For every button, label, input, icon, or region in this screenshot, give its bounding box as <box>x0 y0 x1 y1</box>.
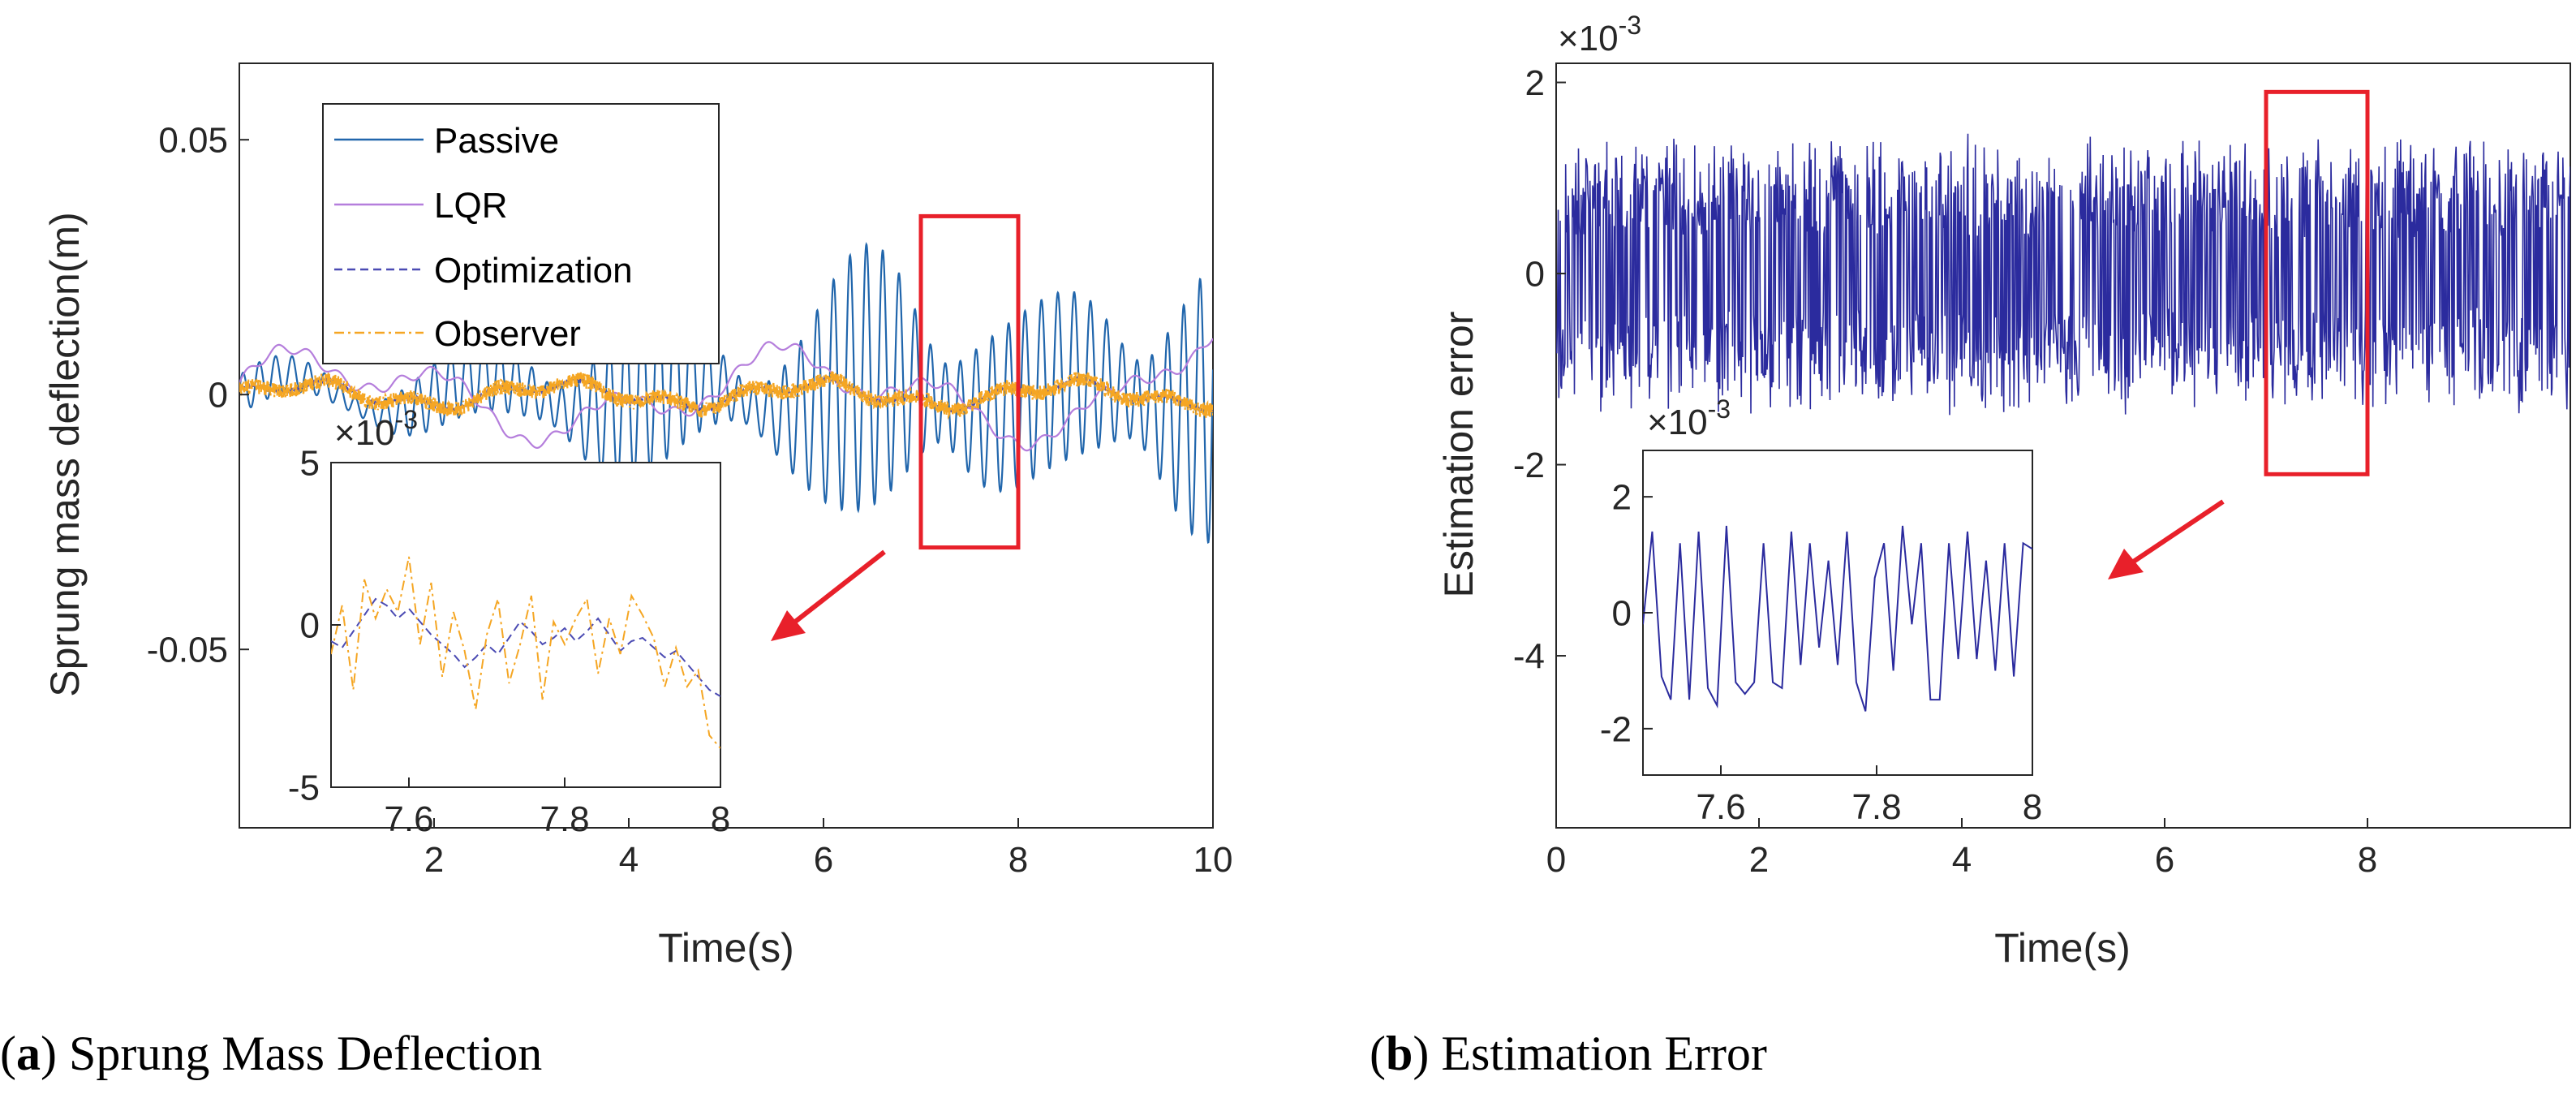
series-estimation-error-line <box>1556 133 2570 416</box>
panel-a-inset-ticks: 7.6 7.8 8 5 0 -5 <box>288 443 730 839</box>
panel-b-inset-ytick-label: 2 <box>1612 478 1632 518</box>
panel-b-xtick-label: 0 <box>1546 840 1566 880</box>
panel-a-xtick-label: 4 <box>619 840 639 880</box>
legend-label-optimization: Optimization <box>434 251 633 291</box>
panel-a-inset-ytick-label: -5 <box>288 768 320 808</box>
series-lqr-line <box>239 338 1213 452</box>
panel-b-series <box>1556 133 2570 416</box>
panel-b-inset-ticks: 7.6 7.8 8 2 0 -2 <box>1600 478 2042 827</box>
legend-box <box>322 103 720 364</box>
panel-a-inset: 7.6 7.8 850-5 ×10-3 <box>288 405 730 839</box>
panel-b-ytick-label: 0 <box>1525 254 1545 294</box>
panel-a-inset-series <box>331 556 720 749</box>
panel-a-ylabel: Sprung mass deflection(m) <box>42 212 88 696</box>
panel-b-xlabel: Time(s) <box>1994 925 2131 971</box>
panel-b-inset-xtick-label: 7.6 <box>1696 787 1745 827</box>
caption-b: (b) Estimation Error <box>1370 1027 1767 1080</box>
panel-b-inset-ytick-label: 0 <box>1612 593 1632 633</box>
panel-a-inset-xtick-label: 7.6 <box>384 799 433 839</box>
panel-b-zoom-arrow <box>2108 499 2225 579</box>
panel-a: 2 4 6 8 100.050-0.05 7.6 7.8 850-5 ×10-3 Passi… <box>42 62 1233 971</box>
panel-b-highlight-box <box>2264 89 2370 476</box>
panel-a-ytick-label: 0 <box>209 376 228 416</box>
panel-a-xtick-label: 8 <box>1008 840 1028 880</box>
panel-a-xtick-label: 2 <box>424 840 444 880</box>
panel-b-inset-xtick-label: 8 <box>2023 787 2042 827</box>
panel-b-inset-series <box>1643 525 2032 712</box>
panel-a-inset-xtick-label: 7.8 <box>540 799 589 839</box>
series-passive-line <box>239 242 1213 545</box>
panel-a-highlight-box <box>918 213 1021 550</box>
panel-a-ytick-label: -0.05 <box>147 631 228 670</box>
panel-a-xtick-label: 6 <box>814 840 833 880</box>
panel-b-ticks: 0 2 4 6 8 2 0 -2 -4 <box>1513 63 2377 880</box>
panel-a-series <box>239 242 1213 545</box>
panel-b-ylabel: Estimation error <box>1436 312 1482 598</box>
panel-b-inset: 7.6 7.8 820-2 ×10-3 <box>1600 394 2042 827</box>
legend-label-lqr: LQR <box>434 186 507 226</box>
panel-a-ytick-label: 0.05 <box>158 121 228 161</box>
panel-a-ticks: 2 4 6 8 10 0.05 0 -0.05 <box>147 121 1233 880</box>
panel-b-inset-box <box>1642 450 2033 776</box>
panel-b-inset-xtick-label: 7.8 <box>1851 787 1901 827</box>
panel-b-xtick-label: 2 <box>1749 840 1769 880</box>
legend-label-passive: Passive <box>434 121 559 161</box>
legend-label-observer: Observer <box>434 314 581 354</box>
panel-b-ytick-label: 2 <box>1525 63 1545 103</box>
series-observer-line <box>239 370 1213 420</box>
panel-a-inset-ytick-label: 5 <box>300 443 320 483</box>
panel-b-exponent: ×10-3 <box>1558 11 1641 58</box>
panel-b-xtick-label: 6 <box>2155 840 2174 880</box>
panel-a-legend: Passive LQR Optimization Observer <box>322 103 720 364</box>
panel-b-xtick-label: 8 <box>2358 840 2377 880</box>
panel-b-ytick-label: -4 <box>1513 636 1545 676</box>
panel-a-inset-box <box>330 462 721 788</box>
inset-series-estimation-error-line <box>1643 525 2032 712</box>
panel-a-inset-xtick-label: 8 <box>711 799 730 839</box>
caption-a: (a) Sprung Mass Deflection <box>0 1027 542 1080</box>
panel-b-xtick-label: 4 <box>1952 840 1972 880</box>
panel-b-inset-ytick-label: -2 <box>1600 709 1632 749</box>
panel-a-inset-ytick-label: 0 <box>300 605 320 645</box>
panel-b: 0 2 4 6 820-2-4 ×10-3 7.6 7.8 820-2 ×10-3 Time… <box>1436 11 2571 971</box>
inset-series-observer-line <box>331 556 720 749</box>
panel-a-xlabel: Time(s) <box>658 925 794 971</box>
panel-a-zoom-arrow <box>771 549 886 641</box>
panel-b-ytick-label: -2 <box>1513 446 1545 485</box>
panel-a-xtick-label: 10 <box>1193 840 1233 880</box>
